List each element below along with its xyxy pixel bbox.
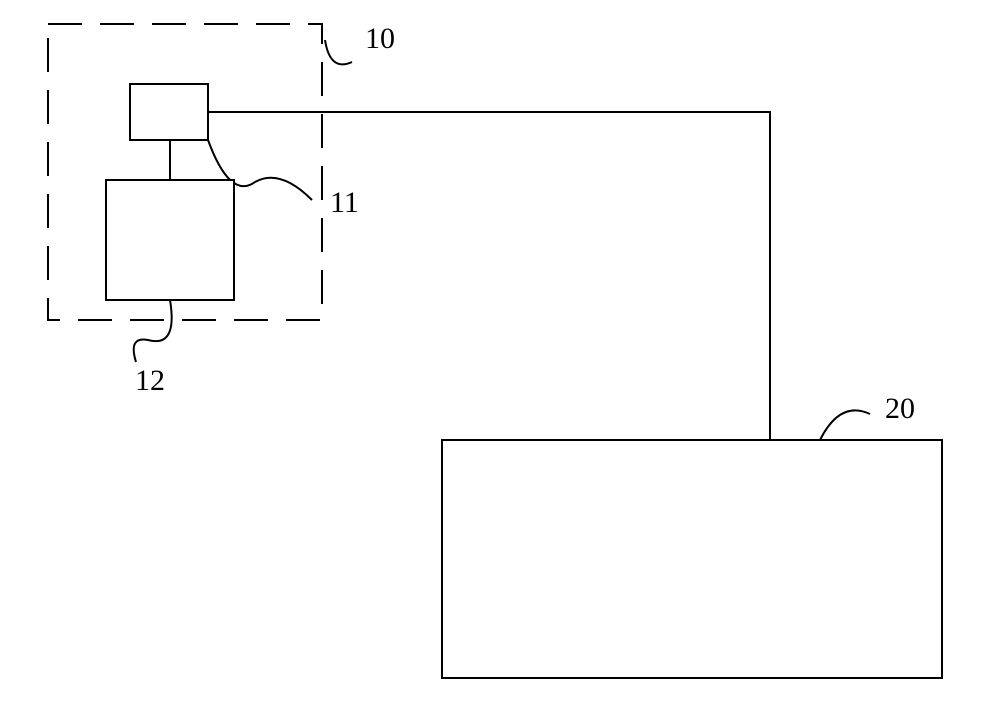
block-11 xyxy=(130,84,208,140)
label-group-10: 10 xyxy=(365,22,395,55)
label-block-20: 20 xyxy=(885,392,915,425)
leader-block-20 xyxy=(820,410,870,440)
block-20 xyxy=(442,440,942,678)
leader-block-12 xyxy=(134,300,172,362)
leader-group-10 xyxy=(325,40,352,64)
connector-block-11-block-20 xyxy=(208,112,770,440)
block-12 xyxy=(106,180,234,300)
label-block-12: 12 xyxy=(135,364,165,397)
block-diagram: 10 11 12 20 xyxy=(0,0,1000,716)
label-block-11: 11 xyxy=(330,186,359,219)
